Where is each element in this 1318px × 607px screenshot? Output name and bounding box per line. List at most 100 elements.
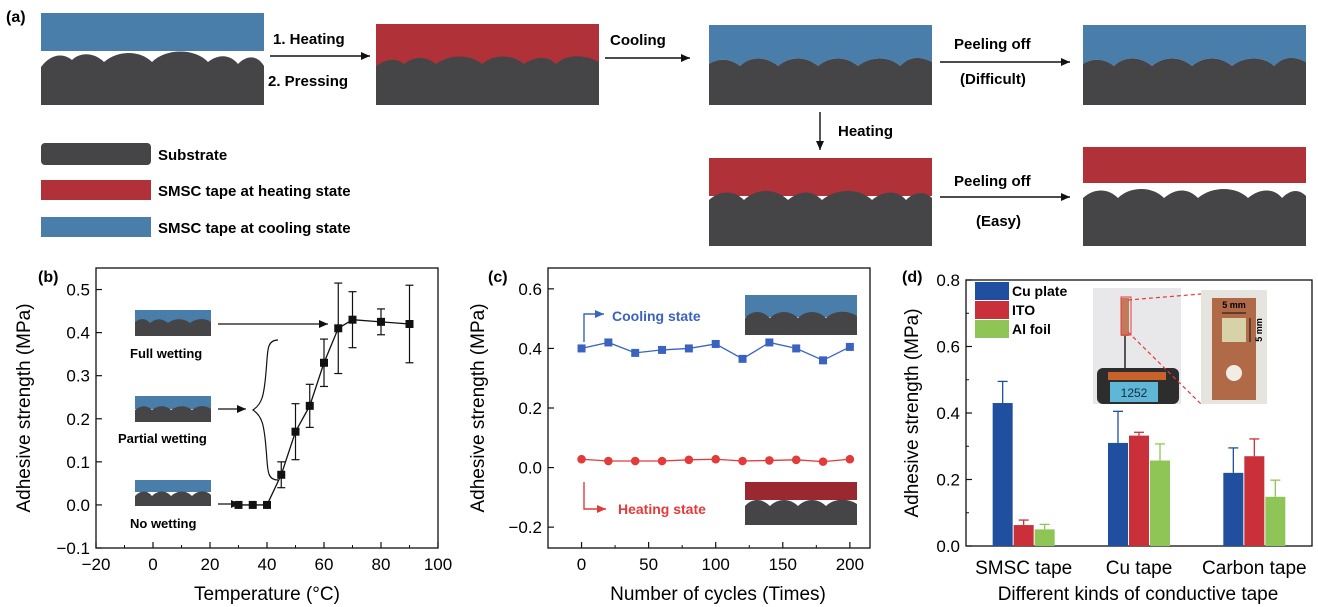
data-point xyxy=(377,317,385,326)
bar xyxy=(1244,456,1265,546)
data-point xyxy=(765,338,774,347)
data-point xyxy=(792,344,801,353)
data-point xyxy=(604,338,613,347)
x-tick-label: 150 xyxy=(769,555,797,574)
photo-meter-band xyxy=(1108,372,1166,380)
legend-swatch-cooling xyxy=(41,217,151,237)
x-tick-label: −20 xyxy=(82,555,111,574)
data-point xyxy=(738,354,747,363)
zoom-line xyxy=(1127,331,1202,405)
peel-label-1: Peeling off xyxy=(954,36,1032,53)
x-axis-title: Different kinds of conductive tape xyxy=(998,584,1279,605)
data-point xyxy=(248,500,257,509)
peel-label-2: Peeling off xyxy=(954,173,1032,190)
x-tick-label: 0 xyxy=(577,555,586,574)
heating-callout-arrow xyxy=(583,482,606,513)
substrate-block xyxy=(376,56,599,105)
bar xyxy=(1265,496,1286,546)
panel-b: (b) −20 0 20 40 60 80 100 −0.1 0.0 0.1 0.2 0.3 0.4 0.… xyxy=(14,267,452,605)
cooling-tape-block xyxy=(1083,25,1306,66)
data-point xyxy=(711,339,720,348)
data-point xyxy=(818,457,828,466)
data-point xyxy=(819,356,828,365)
x-tick-label: Cu tape xyxy=(1106,558,1173,579)
data-marks xyxy=(234,282,414,509)
data-point xyxy=(263,500,271,509)
y-tick-label: 0.0 xyxy=(518,459,542,478)
substrate-block xyxy=(709,191,932,246)
y-axis-title: Adhesive strength (MPa) xyxy=(902,308,923,517)
y-tick-label: 0.0 xyxy=(936,537,960,556)
data-point xyxy=(277,470,286,479)
inset-substrate xyxy=(135,319,211,336)
heating-tape-block xyxy=(1083,147,1306,183)
series-label-heating: Heating state xyxy=(618,501,706,517)
y-axis-title: Adhesive strength (MPa) xyxy=(468,303,489,512)
data-point xyxy=(348,315,357,324)
x-tick-label: 60 xyxy=(315,555,334,574)
data-point xyxy=(658,345,667,354)
step2-label: 2. Pressing xyxy=(268,73,348,90)
inset-tape xyxy=(135,480,211,492)
data-point xyxy=(738,456,747,466)
y-tick-label: 0.2 xyxy=(518,399,542,418)
difficult-label: (Difficult) xyxy=(960,71,1026,88)
dim-label-width: 5 mm xyxy=(1222,300,1246,310)
data-point xyxy=(604,456,613,466)
data-point xyxy=(711,454,721,464)
photo-inset-sample: 5 mm 5 mm xyxy=(1201,290,1267,404)
x-tick-label: 100 xyxy=(702,555,730,574)
inset-tape xyxy=(745,482,857,500)
bar xyxy=(992,403,1013,546)
y-tick-label: 0.0 xyxy=(66,496,90,515)
annotation-full-wetting: Full wetting xyxy=(130,346,202,361)
data-point xyxy=(305,401,314,410)
heating-tape-block xyxy=(709,158,932,196)
annotation-brace xyxy=(251,339,279,481)
panel-c-label: (c) xyxy=(488,269,508,286)
series-label-cooling: Cooling state xyxy=(612,308,701,324)
bar xyxy=(1034,529,1055,546)
photo-bond-area xyxy=(1222,318,1246,342)
inset-tape xyxy=(745,295,857,317)
legend-al-foil: Al foil xyxy=(1012,321,1051,337)
zoom-box xyxy=(1120,296,1132,336)
y-axis-title: Adhesive strength (MPa) xyxy=(14,303,35,512)
y-tick-label: 0.1 xyxy=(66,453,90,472)
cooling-tape-block xyxy=(709,25,932,66)
inset-substrate xyxy=(745,311,857,335)
y-tick-label: 0.6 xyxy=(518,280,542,299)
data-point xyxy=(845,454,855,464)
legend-swatch-heating xyxy=(41,180,151,200)
annotation-no-wetting: No wetting xyxy=(130,516,196,531)
data-point xyxy=(320,358,328,367)
inset-substrate xyxy=(135,491,211,506)
photo-copper-strip xyxy=(1212,298,1256,400)
x-tick-label: 20 xyxy=(201,555,220,574)
data-point xyxy=(405,320,414,328)
photo-hole xyxy=(1226,365,1242,381)
bar xyxy=(1013,525,1034,546)
panel-d: (d) 0.0 0.2 0.4 0.6 0.8 SMSC tape Cu tape Carbo… xyxy=(902,269,1313,605)
photo-inset-tester: 1252 xyxy=(1093,288,1181,404)
bar xyxy=(1223,472,1244,546)
x-axis-title: Number of cycles (Times) xyxy=(610,584,826,605)
heating-label: Heating xyxy=(838,123,893,140)
x-tick-label: 50 xyxy=(639,555,658,574)
y-tick-label: 0.2 xyxy=(66,410,90,429)
bar xyxy=(1129,435,1149,546)
y-tick-label: 0.2 xyxy=(936,471,960,490)
heating-tape-block xyxy=(376,24,599,66)
substrate-block xyxy=(709,57,932,105)
panel-d-label: (d) xyxy=(902,269,922,286)
data-point xyxy=(631,348,640,357)
legend-swatch-al-foil xyxy=(975,320,1009,338)
cooling-callout-arrow xyxy=(583,310,604,342)
cooling-tape-block xyxy=(41,13,264,51)
data-point xyxy=(234,500,243,509)
legend-swatch-cu-plate xyxy=(975,282,1009,300)
x-tick-label: Carbon tape xyxy=(1202,558,1307,579)
inset-substrate xyxy=(745,499,857,525)
meter-reading: 1252 xyxy=(1121,386,1148,400)
